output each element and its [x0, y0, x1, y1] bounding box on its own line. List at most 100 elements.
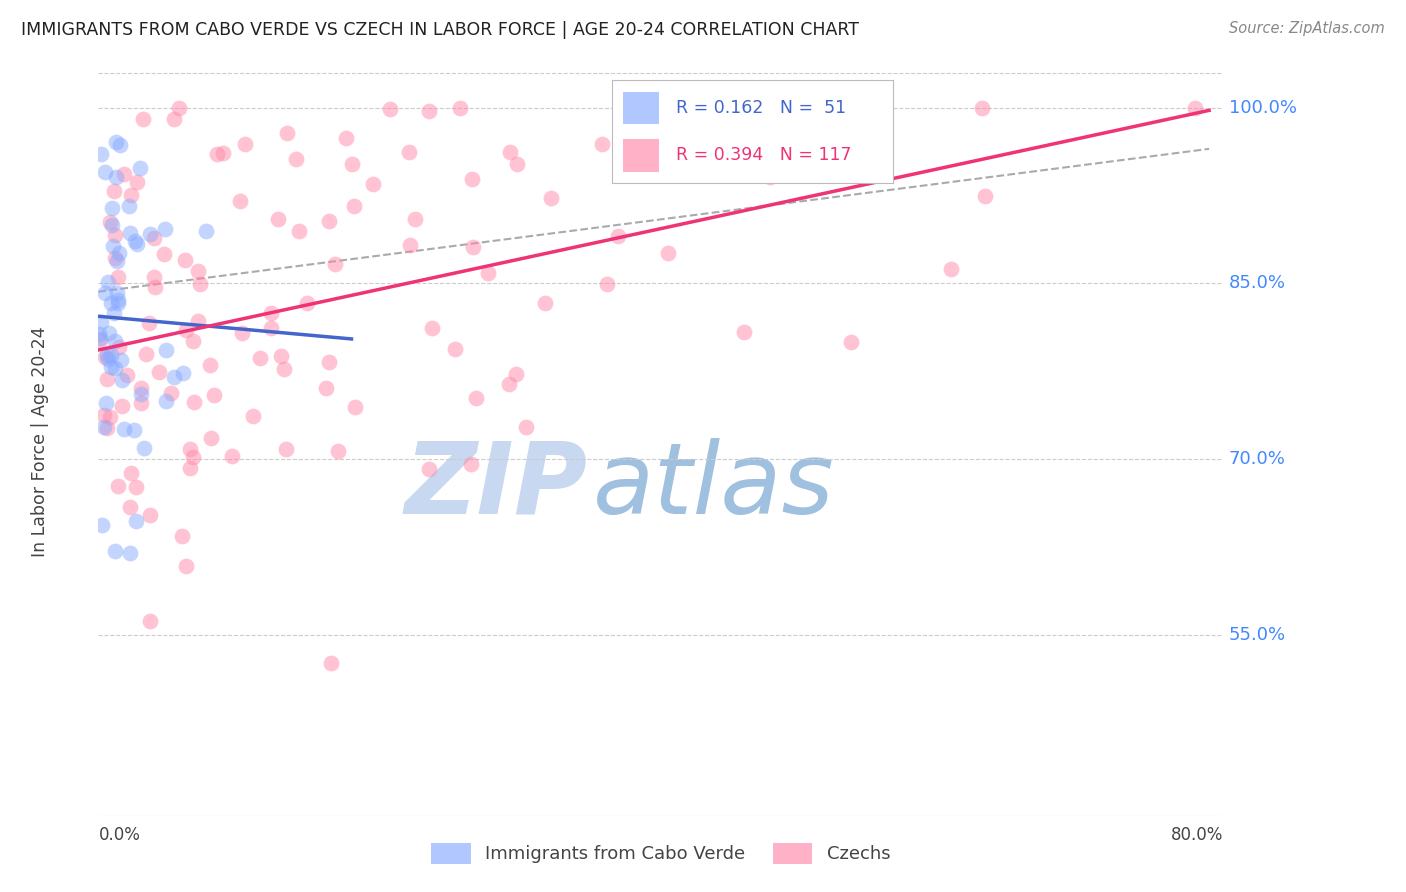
- Point: [131, 396, 153, 410]
- Point: [174, 559, 197, 574]
- Point: [94, 165, 117, 179]
- Point: [181, 450, 204, 465]
- Point: [1184, 101, 1206, 115]
- Point: [399, 238, 422, 252]
- Point: [107, 479, 129, 493]
- Text: ZIP: ZIP: [405, 438, 588, 535]
- Point: [242, 409, 264, 423]
- Point: [104, 227, 127, 242]
- Point: [100, 359, 122, 374]
- Point: [460, 458, 482, 472]
- Point: [155, 393, 177, 408]
- Point: [170, 529, 193, 543]
- Point: [104, 135, 127, 149]
- Point: [839, 334, 862, 349]
- Point: [89, 326, 111, 341]
- Point: [143, 231, 166, 245]
- Point: [323, 257, 346, 271]
- Point: [318, 213, 340, 227]
- Point: [105, 285, 128, 300]
- Point: [260, 321, 283, 335]
- Point: [153, 247, 176, 261]
- Point: [111, 399, 134, 413]
- Text: 85.0%: 85.0%: [1229, 275, 1286, 293]
- Point: [148, 365, 170, 379]
- Point: [167, 101, 190, 115]
- Point: [96, 420, 118, 434]
- Point: [295, 296, 318, 310]
- Text: R = 0.162   N =  51: R = 0.162 N = 51: [676, 99, 846, 117]
- Point: [111, 373, 134, 387]
- Point: [398, 145, 420, 159]
- Point: [941, 261, 963, 276]
- Point: [515, 419, 537, 434]
- Point: [96, 348, 118, 362]
- Point: [96, 275, 118, 289]
- Point: [103, 239, 125, 253]
- Point: [139, 508, 162, 522]
- Point: [315, 381, 337, 395]
- Point: [690, 101, 713, 115]
- Point: [125, 175, 148, 189]
- Point: [105, 169, 128, 184]
- Point: [105, 254, 128, 268]
- Point: [118, 546, 141, 560]
- Point: [181, 334, 204, 348]
- Point: [499, 145, 522, 159]
- Point: [94, 350, 117, 364]
- Point: [91, 518, 114, 533]
- Point: [112, 422, 135, 436]
- Point: [124, 234, 146, 248]
- Point: [129, 387, 152, 401]
- Point: [128, 161, 150, 176]
- Point: [122, 423, 145, 437]
- Point: [596, 277, 619, 292]
- Point: [89, 315, 111, 329]
- Point: [505, 368, 527, 382]
- Point: [94, 285, 117, 300]
- Point: [221, 449, 243, 463]
- Point: [96, 371, 118, 385]
- Point: [849, 156, 872, 170]
- Point: [972, 101, 994, 115]
- Point: [100, 348, 122, 362]
- Point: [120, 226, 142, 240]
- Point: [335, 130, 357, 145]
- Point: [326, 444, 349, 458]
- Point: [378, 102, 401, 116]
- Point: [120, 467, 142, 481]
- Point: [342, 157, 364, 171]
- Point: [733, 325, 755, 339]
- Text: atlas: atlas: [593, 438, 835, 535]
- Point: [363, 177, 385, 191]
- Text: 80.0%: 80.0%: [1171, 826, 1223, 844]
- Point: [198, 359, 221, 373]
- Point: [461, 172, 484, 186]
- Point: [108, 245, 131, 260]
- Point: [155, 343, 177, 357]
- Point: [104, 543, 127, 558]
- Point: [461, 240, 484, 254]
- Point: [97, 352, 120, 367]
- Point: [107, 270, 129, 285]
- Text: IMMIGRANTS FROM CABO VERDE VS CZECH IN LABOR FORCE | AGE 20-24 CORRELATION CHART: IMMIGRANTS FROM CABO VERDE VS CZECH IN L…: [21, 21, 859, 39]
- Point: [233, 137, 256, 152]
- Point: [797, 109, 820, 123]
- Point: [657, 245, 679, 260]
- Point: [444, 343, 467, 357]
- Point: [273, 362, 295, 376]
- Bar: [623, 139, 659, 171]
- Point: [260, 306, 283, 320]
- Point: [125, 480, 148, 494]
- Point: [231, 326, 253, 340]
- Point: [276, 126, 298, 140]
- Point: [344, 400, 367, 414]
- Point: [205, 146, 228, 161]
- Point: [89, 331, 111, 345]
- Point: [100, 218, 122, 232]
- Point: [183, 395, 205, 409]
- Point: [540, 192, 562, 206]
- Point: [404, 211, 426, 226]
- Point: [498, 377, 520, 392]
- Point: [212, 146, 235, 161]
